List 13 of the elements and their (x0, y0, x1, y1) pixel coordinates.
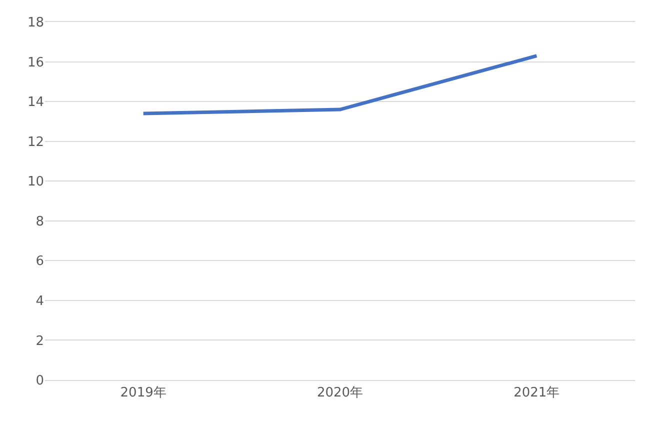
y-tick-label: 18 (27, 16, 44, 31)
y-tick-label: 16 (27, 55, 44, 70)
y-tick-label: 0 (36, 374, 44, 389)
x-tick-label: 2021年 (514, 386, 560, 401)
x-tick-label: 2019年 (120, 386, 166, 401)
y-tick-label: 8 (36, 214, 44, 230)
x-tick-label: 2020年 (316, 386, 364, 401)
y-tick-label: 4 (36, 294, 44, 309)
y-tick-label: 6 (36, 254, 44, 270)
y-tick-label: 10 (27, 174, 44, 190)
y-tick-label: 2 (36, 334, 44, 349)
y-tick-label: 14 (27, 95, 44, 110)
y-tick-label: 12 (27, 134, 44, 150)
